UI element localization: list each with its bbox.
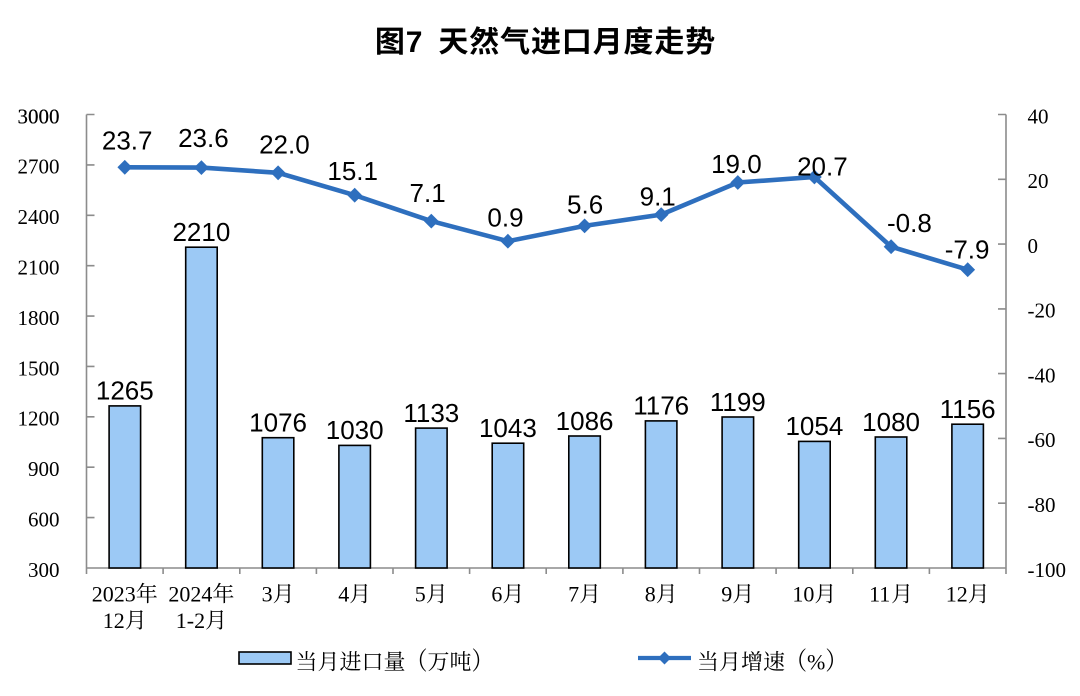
svg-text:5: 5: [415, 582, 426, 607]
svg-text:1030: 1030: [326, 415, 384, 445]
svg-text:1200: 1200: [18, 407, 60, 431]
svg-text:11: 11: [869, 582, 890, 607]
svg-text:0: 0: [1028, 234, 1039, 258]
svg-text:22.0: 22.0: [259, 129, 310, 159]
svg-text:7: 7: [568, 582, 579, 607]
svg-text:1080: 1080: [862, 407, 920, 437]
svg-text:12: 12: [946, 582, 968, 607]
svg-text:1199: 1199: [710, 387, 766, 417]
svg-text:-60: -60: [1028, 428, 1056, 452]
svg-text:6: 6: [491, 582, 502, 607]
svg-text:1076: 1076: [249, 408, 307, 438]
svg-text:1054: 1054: [785, 411, 843, 441]
svg-text:3000: 3000: [18, 104, 60, 128]
svg-text:2100: 2100: [18, 256, 60, 280]
svg-text:-7.9: -7.9: [945, 235, 990, 265]
svg-text:600: 600: [28, 507, 60, 531]
svg-text:9: 9: [721, 582, 732, 607]
svg-text:20.7: 20.7: [797, 152, 848, 182]
svg-text:%: %: [807, 649, 825, 674]
svg-text:-0.8: -0.8: [887, 208, 932, 238]
svg-text:15.1: 15.1: [327, 156, 378, 186]
svg-text:900: 900: [28, 457, 60, 481]
svg-text:1133: 1133: [403, 398, 459, 428]
svg-text:5.6: 5.6: [567, 190, 603, 220]
svg-text:1176: 1176: [633, 391, 689, 421]
svg-text:1500: 1500: [18, 356, 60, 380]
svg-text:1-2: 1-2: [176, 608, 205, 633]
svg-text:1086: 1086: [556, 406, 614, 436]
svg-text:3: 3: [262, 582, 273, 607]
svg-text:1800: 1800: [18, 306, 60, 330]
svg-text:300: 300: [28, 558, 60, 582]
svg-text:23.6: 23.6: [178, 123, 229, 153]
svg-text:20: 20: [1028, 169, 1049, 193]
svg-text:1265: 1265: [96, 376, 154, 406]
svg-text:4: 4: [338, 582, 349, 607]
svg-text:12: 12: [103, 608, 125, 633]
svg-text:9.1: 9.1: [640, 182, 676, 212]
svg-text:19.0: 19.0: [711, 149, 762, 179]
svg-text:8: 8: [645, 582, 656, 607]
svg-text:-100: -100: [1028, 558, 1067, 582]
svg-text:-40: -40: [1028, 364, 1056, 388]
svg-text:-80: -80: [1028, 493, 1056, 517]
svg-text:10: 10: [792, 582, 814, 607]
svg-text:2024: 2024: [168, 582, 212, 607]
svg-text:2700: 2700: [18, 155, 60, 179]
svg-text:7: 7: [406, 26, 423, 59]
svg-text:2210: 2210: [172, 217, 230, 247]
svg-text:-20: -20: [1028, 299, 1056, 323]
svg-text:1043: 1043: [479, 413, 537, 443]
svg-text:1156: 1156: [940, 394, 996, 424]
svg-text:2023: 2023: [92, 582, 136, 607]
svg-text:7.1: 7.1: [410, 178, 446, 208]
svg-text:0.9: 0.9: [487, 203, 523, 233]
svg-text:23.7: 23.7: [102, 125, 153, 155]
svg-text:40: 40: [1028, 104, 1049, 128]
svg-text:3000: 3000: [18, 104, 60, 128]
svg-text:2400: 2400: [18, 205, 60, 229]
